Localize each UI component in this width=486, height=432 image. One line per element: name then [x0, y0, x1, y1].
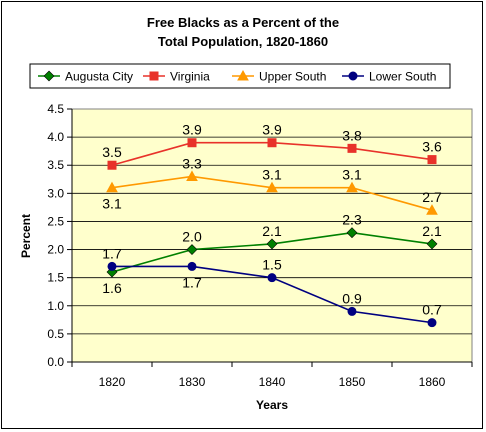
y-tick-label: 3.5 — [47, 158, 64, 172]
legend-marker-virginia — [149, 71, 159, 81]
y-tick-label: 2.0 — [47, 243, 64, 257]
series-upper-south: 3.1 3.3 3.1 3.1 2.7 — [102, 155, 442, 215]
legend-marker-augusta-city — [43, 70, 55, 82]
data-point-virginia — [427, 155, 437, 165]
data-point-augusta-city — [346, 227, 358, 239]
legend-label-virginia: Virginia — [170, 70, 210, 84]
y-tick-label: 3.0 — [47, 186, 64, 200]
data-label-lower-south: 1.7 — [182, 274, 202, 290]
data-point-augusta-city — [266, 238, 278, 250]
data-label-upper-south: 3.1 — [102, 196, 122, 212]
data-label-virginia: 3.9 — [262, 122, 282, 138]
data-label-upper-south: 3.1 — [342, 167, 362, 183]
data-point-lower-south — [427, 318, 437, 328]
series-lower-south: 1.7 1.7 1.5 0.9 0.7 — [102, 245, 442, 328]
data-point-virginia — [107, 160, 117, 170]
data-point-upper-south — [426, 204, 438, 215]
chart-title-line-2: Total Population, 1820-1860 — [158, 34, 328, 49]
data-label-augusta-city: 2.0 — [182, 229, 202, 245]
x-tick-label: 1850 — [339, 375, 366, 389]
legend-marker-upper-south — [237, 69, 249, 81]
x-tick-label: 1820 — [99, 375, 126, 389]
data-point-lower-south — [347, 306, 357, 316]
data-point-upper-south — [346, 181, 358, 193]
data-point-upper-south — [266, 181, 278, 193]
y-axis: 0.0 0.5 1.0 1.5 2.0 2.5 3.0 3.5 4.0 4.5 — [47, 102, 73, 369]
plot-area — [71, 108, 473, 363]
gridlines — [72, 136, 472, 335]
y-tick-label: 2.5 — [47, 214, 64, 228]
data-label-augusta-city: 2.1 — [262, 223, 282, 239]
y-axis-title: Percent — [19, 214, 33, 258]
data-point-augusta-city — [186, 244, 198, 255]
legend-item-upper-south: Upper South — [232, 70, 326, 84]
y-tick-label: 1.0 — [47, 299, 64, 313]
legend-item-lower-south: Lower South — [342, 70, 436, 84]
legend-marker-lower-south — [348, 71, 358, 81]
data-label-upper-south: 3.3 — [182, 155, 202, 171]
legend-item-augusta-city: Augusta City — [38, 70, 133, 84]
x-axis-title: Years — [256, 398, 288, 412]
chart-title-line-1: Free Blacks as a Percent of the — [147, 15, 339, 30]
y-tick-label: 4.5 — [47, 102, 64, 116]
legend-label-lower-south: Lower South — [369, 70, 436, 84]
data-label-virginia: 3.9 — [182, 122, 202, 138]
legend: Augusta City Virginia Upper South Lower Sou… — [29, 63, 451, 89]
data-label-lower-south: 1.7 — [102, 245, 122, 261]
data-point-lower-south — [187, 261, 197, 271]
series-virginia: 3.5 3.9 3.9 3.8 3.6 — [102, 122, 442, 170]
data-label-lower-south: 0.9 — [342, 290, 362, 306]
data-label-augusta-city: 2.3 — [342, 212, 362, 228]
data-label-upper-south: 2.7 — [422, 189, 442, 205]
series-augusta-city: 1.6 2.0 2.1 2.3 2.1 — [102, 212, 442, 296]
data-point-virginia — [347, 143, 357, 153]
y-tick-label: 4.0 — [47, 130, 64, 144]
x-tick-label: 1860 — [419, 375, 446, 389]
x-tick-label: 1830 — [179, 375, 206, 389]
x-tick-label: 1840 — [259, 375, 286, 389]
data-label-virginia: 3.8 — [342, 127, 362, 143]
data-label-lower-south: 0.7 — [422, 302, 442, 318]
legend-item-virginia: Virginia — [143, 70, 210, 84]
y-tick-label: 0.5 — [47, 327, 64, 341]
data-point-augusta-city — [426, 238, 438, 250]
y-tick-label: 0.0 — [47, 355, 64, 369]
data-point-virginia — [187, 138, 197, 148]
data-point-lower-south — [107, 261, 117, 271]
series-layer: 1.62.0 2.12.32.13.53.9 3.9 3.83.63.13.33.1 3… — [102, 122, 442, 328]
data-label-lower-south: 1.5 — [262, 257, 282, 273]
data-label-virginia: 3.6 — [422, 139, 442, 155]
data-point-lower-south — [267, 273, 277, 283]
data-point-upper-south — [106, 181, 118, 193]
data-label-augusta-city: 1.6 — [102, 280, 122, 296]
data-label-virginia: 3.5 — [102, 144, 122, 160]
legend-label-upper-south: Upper South — [259, 70, 326, 84]
data-point-upper-south — [186, 170, 198, 181]
data-label-upper-south: 3.1 — [262, 167, 282, 183]
x-axis: 1820 1830 1840 1850 1860 — [71, 361, 473, 389]
legend-label-augusta-city: Augusta City — [65, 70, 133, 84]
data-point-virginia — [267, 138, 277, 148]
y-tick-label: 1.5 — [47, 271, 64, 285]
data-label-augusta-city: 2.1 — [422, 223, 442, 239]
